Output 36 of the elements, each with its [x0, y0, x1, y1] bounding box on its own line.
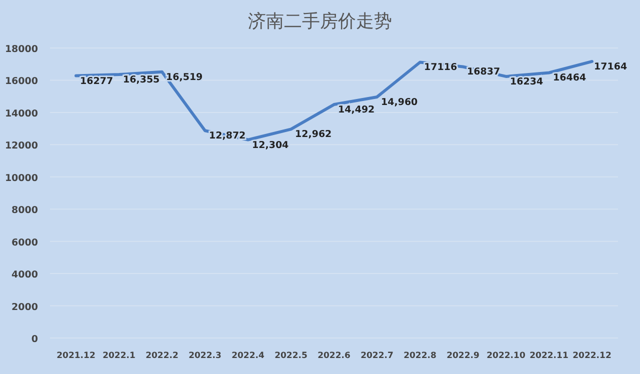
x-tick-label: 2022.3	[188, 351, 222, 361]
y-tick-label: 14000	[4, 108, 38, 120]
x-tick-label: 2022.2	[146, 351, 178, 361]
x-tick-label: 2022.5	[274, 351, 308, 361]
y-tick-label: 10000	[4, 172, 38, 184]
chart-title: 济南二手房价走势	[248, 11, 392, 32]
data-label: 17116	[424, 62, 458, 74]
data-label: 14,492	[338, 104, 375, 116]
y-tick-label: 18000	[4, 44, 38, 55]
y-tick-label: 16000	[4, 76, 38, 88]
y-tick-label: 6000	[12, 237, 38, 248]
data-label: 17164	[594, 61, 628, 72]
x-tick-label: 2022.7	[360, 351, 394, 361]
x-tick-label: 2022.10	[486, 351, 526, 361]
x-tick-label: 2021.12	[56, 351, 96, 361]
x-tick-label: 2022.9	[446, 351, 480, 361]
y-tick-label: 8000	[12, 205, 38, 216]
data-label: 12,304	[252, 140, 290, 151]
data-label: 14,960	[381, 96, 418, 108]
data-label: 16464	[553, 72, 586, 84]
x-tick-label: 2022.12	[572, 351, 612, 361]
x-tick-label: 2022.11	[530, 351, 568, 361]
line-series	[74, 60, 594, 142]
y-tick-label: 4000	[12, 270, 38, 281]
y-tick-label: 0	[31, 334, 38, 345]
data-label: 16277	[80, 76, 114, 87]
x-tick-label: 2022.4	[232, 351, 264, 361]
data-label: 16,355	[123, 74, 160, 86]
y-tick-label: 12000	[4, 140, 38, 152]
x-tick-label: 2022.1	[102, 351, 136, 361]
x-tick-label: 2022.6	[318, 351, 350, 361]
y-tick-label: 2000	[12, 302, 38, 313]
data-label: 16,519	[166, 72, 203, 83]
data-label: 16234	[510, 76, 544, 88]
x-tick-label: 2022.8	[404, 351, 436, 361]
data-label: 12,962	[295, 129, 332, 140]
